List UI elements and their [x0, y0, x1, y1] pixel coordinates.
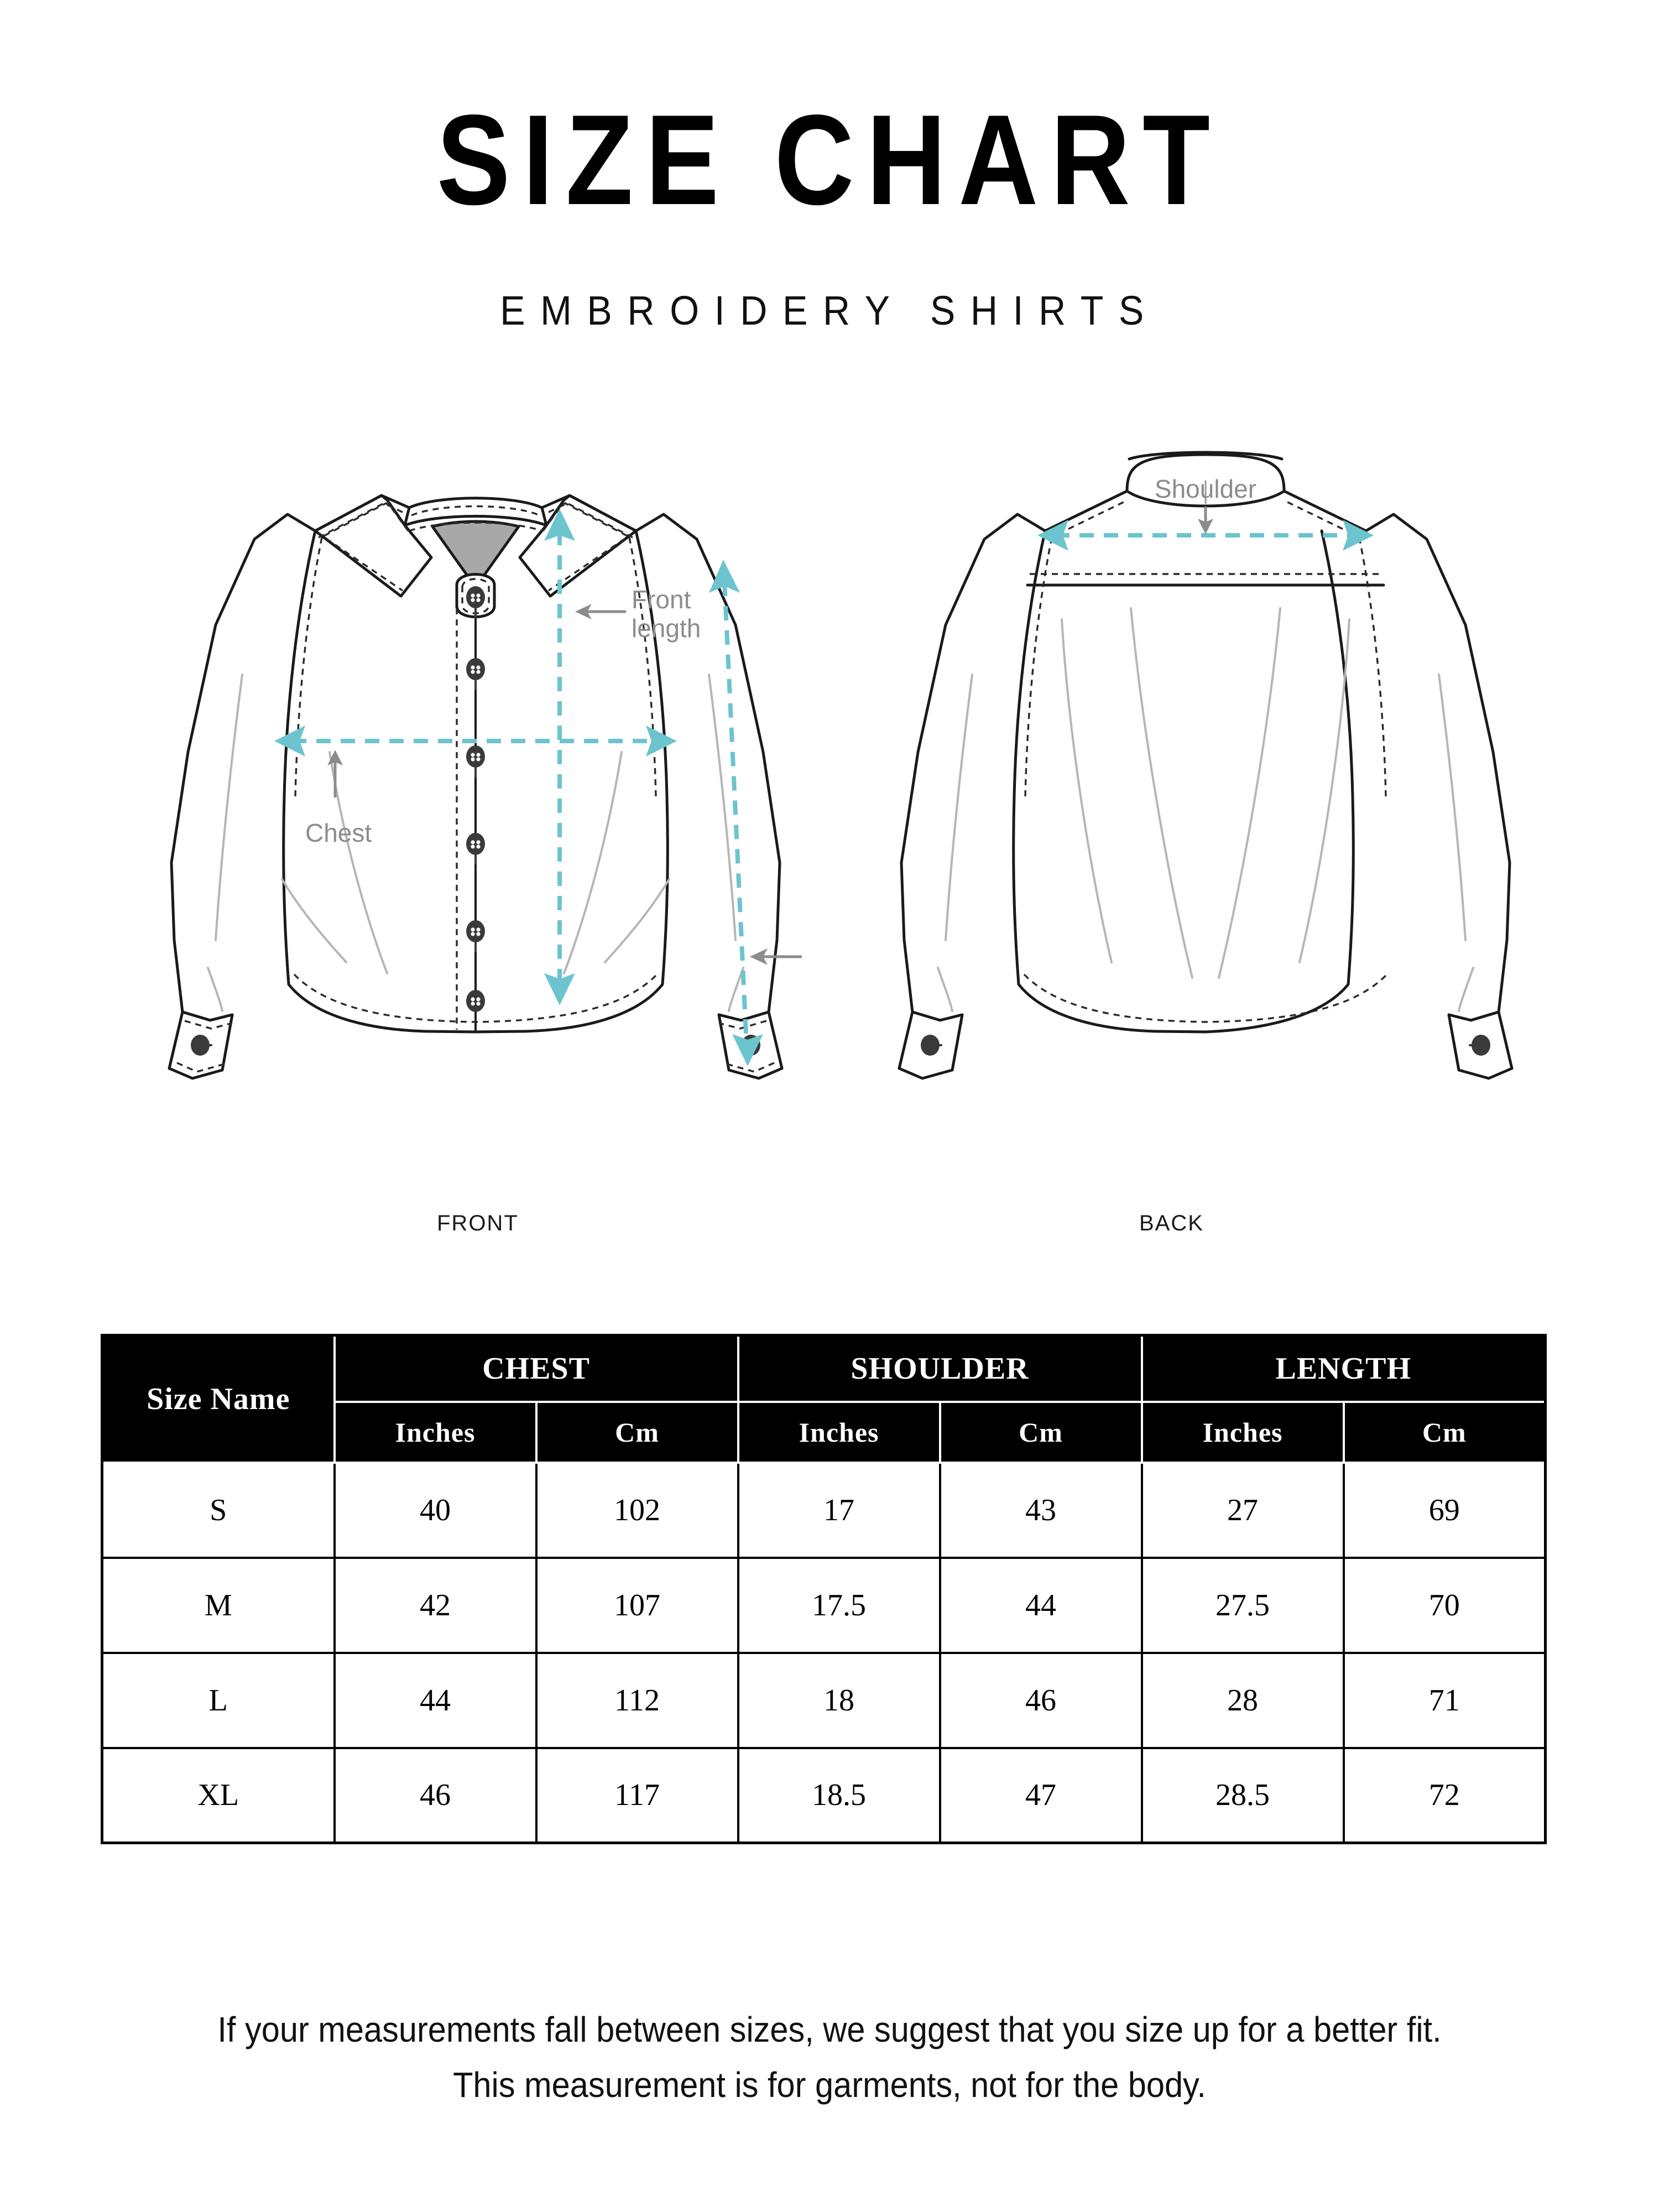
table-head: Size Name CHEST SHOULDER LENGTH Inches C…: [101, 1334, 1547, 1464]
table-unit-header-row: Inches Cm Inches Cm Inches Cm: [102, 1400, 1547, 1464]
table-body: S 40 102 17 43 27 69 M 42 107 17.5 44 27…: [101, 1461, 1547, 1844]
column-header-length-inches: Inches: [1140, 1400, 1345, 1464]
cell-size: XL: [101, 1746, 336, 1844]
column-header-shoulder-cm: Cm: [938, 1400, 1143, 1464]
cell-chest-cm: 107: [535, 1556, 739, 1654]
column-header-shoulder: SHOULDER: [737, 1334, 1143, 1403]
shirt-front-view: Front length Chest Sleeve length: [149, 442, 802, 1189]
shirt-illustrations: Front length Chest Sleeve length: [0, 442, 1659, 1217]
shirt-back-view: Shoulder: [879, 442, 1532, 1189]
page-title: SIZE CHART: [436, 88, 1223, 232]
label-shoulder: Shoulder: [1155, 474, 1256, 503]
column-header-length: LENGTH: [1140, 1334, 1547, 1403]
cell-shoulder-in: 17.5: [737, 1556, 941, 1654]
cell-shoulder-in: 18: [737, 1651, 941, 1749]
cell-length-in: 27: [1140, 1461, 1345, 1559]
cell-shoulder-cm: 44: [938, 1556, 1143, 1654]
column-header-chest-cm: Cm: [535, 1400, 739, 1464]
footer-note: If your measurements fall between sizes,…: [58, 2002, 1601, 2112]
footer-line-1: If your measurements fall between sizes,…: [217, 2010, 1442, 2049]
column-header-size-name: Size Name: [101, 1334, 336, 1464]
cell-length-cm: 69: [1342, 1461, 1547, 1559]
footer-line-2: This measurement is for garments, not fo…: [453, 2065, 1206, 2105]
measure-lines-back: [1037, 520, 1374, 551]
column-header-chest: CHEST: [333, 1334, 739, 1403]
cell-chest-cm: 112: [535, 1651, 739, 1749]
svg-text:length: length: [632, 614, 701, 643]
cell-size: S: [101, 1461, 336, 1559]
cell-chest-cm: 117: [535, 1746, 739, 1844]
cell-length-in: 27.5: [1140, 1556, 1345, 1654]
measure-lines-front: [274, 509, 763, 1066]
table-row: L 44 112 18 46 28 71: [101, 1651, 1547, 1749]
label-chest: Chest: [305, 818, 372, 847]
table-group-header-row: Size Name CHEST SHOULDER LENGTH: [101, 1334, 1547, 1464]
cell-size: M: [101, 1556, 336, 1654]
caption-front: FRONT: [437, 1211, 519, 1235]
cell-shoulder-in: 18.5: [737, 1746, 941, 1844]
column-header-length-cm: Cm: [1342, 1400, 1547, 1464]
cell-chest-in: 44: [333, 1651, 538, 1749]
cell-chest-in: 42: [333, 1556, 538, 1654]
cell-size: L: [101, 1651, 336, 1749]
size-chart-table: Size Name CHEST SHOULDER LENGTH Inches C…: [101, 1334, 1547, 1844]
cell-length-cm: 71: [1342, 1651, 1547, 1749]
table-row: M 42 107 17.5 44 27.5 70: [101, 1556, 1547, 1654]
cell-chest-in: 46: [333, 1746, 538, 1844]
label-front-length: Front: [632, 585, 691, 614]
column-header-shoulder-inches: Inches: [737, 1400, 941, 1464]
page-subtitle: EMBROIDERY SHIRTS: [500, 288, 1159, 333]
cell-shoulder-cm: 47: [938, 1746, 1143, 1844]
cell-shoulder-cm: 46: [938, 1651, 1143, 1749]
cell-shoulder-in: 17: [737, 1461, 941, 1559]
cell-length-cm: 70: [1342, 1556, 1547, 1654]
cell-shoulder-cm: 43: [938, 1461, 1143, 1559]
cell-chest-cm: 102: [535, 1461, 739, 1559]
caption-back: BACK: [1139, 1211, 1204, 1235]
cell-length-in: 28: [1140, 1651, 1345, 1749]
column-header-chest-inches: Inches: [333, 1400, 538, 1464]
cell-chest-in: 40: [333, 1461, 538, 1559]
cell-length-cm: 72: [1342, 1746, 1547, 1844]
table-row: S 40 102 17 43 27 69: [101, 1461, 1547, 1559]
table-row: XL 46 117 18.5 47 28.5 72: [101, 1746, 1547, 1844]
cell-length-in: 28.5: [1140, 1746, 1345, 1844]
